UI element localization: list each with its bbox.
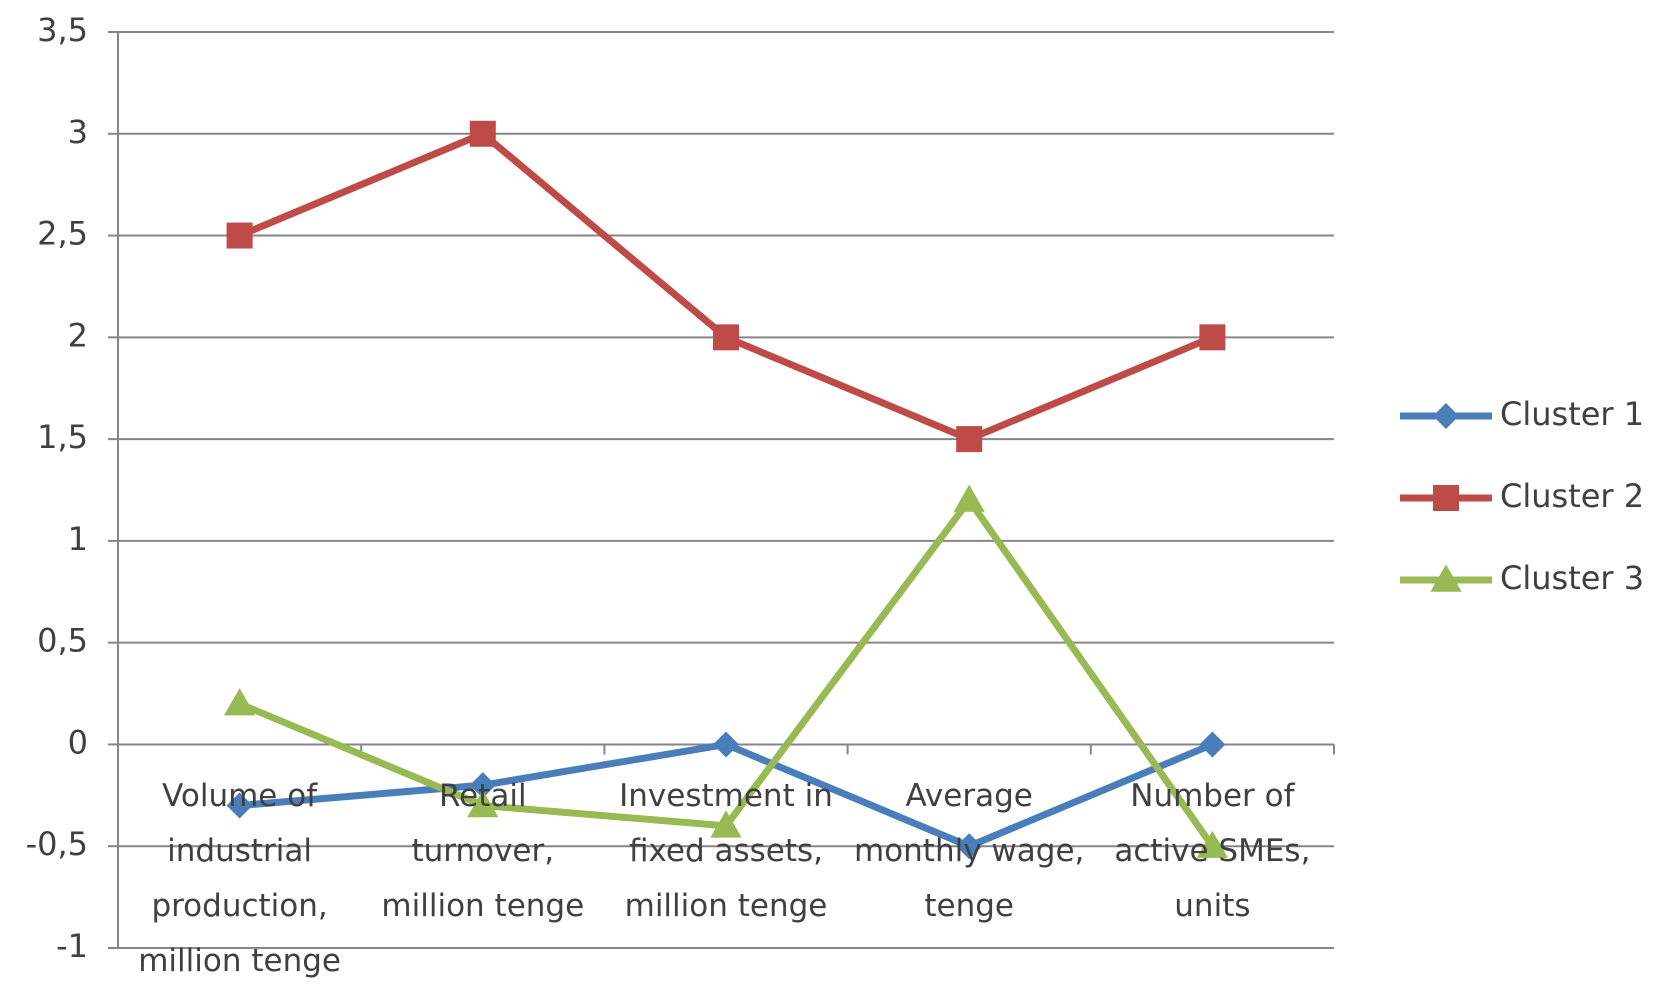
data-point (713, 324, 739, 351)
data-point (469, 772, 496, 799)
data-point (956, 426, 983, 453)
x-tick-label: Investment in fixed assets, million teng… (619, 778, 833, 925)
x-tick-label: Average monthly wage, tenge (853, 778, 1085, 925)
data-point (1199, 324, 1226, 351)
y-tick-label: 3 (68, 113, 88, 151)
data-point (713, 731, 739, 758)
y-tick-label: 0 (68, 723, 88, 761)
data-point (953, 484, 985, 512)
data-point (1196, 830, 1228, 858)
y-tick-label: 2,5 (37, 215, 88, 253)
y-tick-label: 1,5 (37, 418, 88, 456)
data-point (956, 833, 983, 860)
x-tick-label: Retail turnover, million tenge (381, 778, 585, 925)
y-tick-label: -1 (56, 927, 88, 965)
y-tick-label: -0,5 (26, 825, 88, 863)
y-tick-label: 2 (68, 316, 88, 354)
data-point (1199, 731, 1226, 758)
legend-marker (1433, 403, 1459, 429)
data-point (467, 789, 499, 818)
x-tick-label: Volume of industrial production, million… (138, 778, 341, 980)
y-tick-label: 0,5 (37, 622, 88, 660)
legend-marker (1430, 564, 1462, 592)
legend-label: Cluster 1 (1500, 395, 1644, 433)
legend-label: Cluster 3 (1500, 559, 1644, 597)
y-tick-label: 1 (68, 520, 88, 558)
data-point (226, 792, 253, 819)
y-tick-label: 3,5 (37, 11, 88, 49)
data-point (224, 688, 256, 716)
data-point (226, 222, 253, 249)
series-line (238, 130, 1214, 443)
x-tick-label: Number of active SMEs, units (1114, 778, 1311, 925)
legend-marker (1433, 485, 1459, 511)
legend-label: Cluster 2 (1500, 477, 1644, 515)
data-point (710, 810, 742, 838)
data-point (469, 120, 496, 147)
